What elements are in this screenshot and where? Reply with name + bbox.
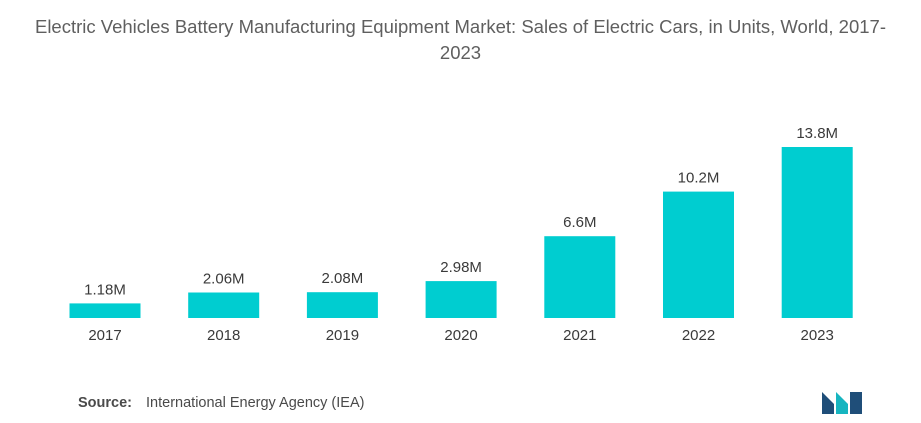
x-tick-label-2017: 2017 xyxy=(88,327,121,344)
x-tick-label-2020: 2020 xyxy=(444,327,477,344)
chart-title: Electric Vehicles Battery Manufacturing … xyxy=(34,16,886,63)
bar-2020 xyxy=(425,281,497,318)
data-label-2018: 2.06M xyxy=(203,271,245,288)
x-tick-label-2018: 2018 xyxy=(207,327,240,344)
data-label-2017: 1.18M xyxy=(84,281,126,298)
source-label: Source: xyxy=(78,395,132,411)
x-tick-label-2021: 2021 xyxy=(563,327,596,344)
data-label-2021: 6.6M xyxy=(563,214,596,231)
data-label-2019: 2.08M xyxy=(322,270,364,287)
bar-2021 xyxy=(544,236,616,318)
data-label-2022: 10.2M xyxy=(678,170,720,187)
logo-shape-right xyxy=(850,392,862,414)
x-tick-label-2019: 2019 xyxy=(326,327,359,344)
x-tick-label-2022: 2022 xyxy=(682,327,715,344)
bar-2022 xyxy=(663,191,734,318)
bar-2018 xyxy=(188,292,260,318)
bar-2019 xyxy=(306,292,378,318)
logo-shape-left xyxy=(822,392,834,414)
source-line: Source: International Energy Agency (IEA… xyxy=(78,395,364,411)
bar-2017 xyxy=(69,303,141,318)
logo-shape-middle xyxy=(836,392,848,414)
bar-2023 xyxy=(781,147,853,318)
data-label-2023: 13.8M xyxy=(796,125,838,142)
bars-layer: 1.18M 2017 2.06M 2018 2.08M 2019 2.98M 2020 6.6M… xyxy=(69,125,853,344)
source-text: International Energy Agency (IEA) xyxy=(146,395,365,411)
data-label-2020: 2.98M xyxy=(440,259,482,276)
x-tick-label-2023: 2023 xyxy=(801,327,834,344)
brand-logo xyxy=(822,392,862,414)
